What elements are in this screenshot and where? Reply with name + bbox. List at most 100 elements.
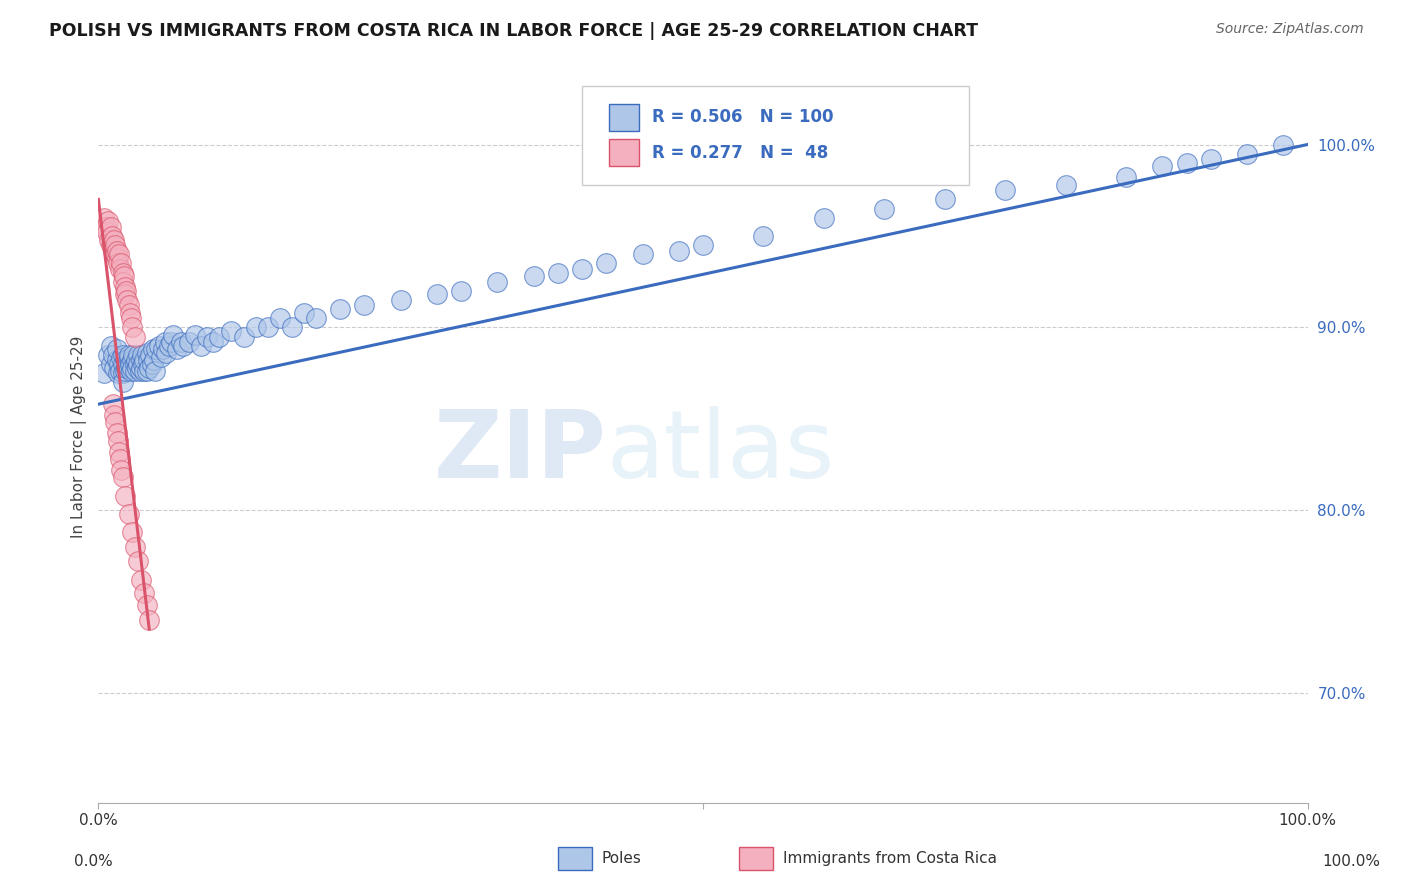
Point [108, 357, 131, 371]
Point [107, 256, 129, 270]
Point [121, 525, 143, 540]
Point [115, 360, 138, 375]
Point [100, 357, 122, 371]
Point [108, 261, 131, 276]
Point [1115, 170, 1137, 185]
Point [934, 192, 956, 206]
Point [329, 301, 352, 316]
Point [1054, 178, 1077, 192]
Point [114, 489, 136, 503]
Point [111, 366, 134, 380]
Point [202, 334, 225, 349]
Text: Poles: Poles [602, 851, 641, 866]
Point [108, 364, 131, 378]
Point [1272, 137, 1295, 152]
Point [353, 298, 375, 312]
Text: atlas: atlas [606, 406, 835, 498]
Point [155, 346, 177, 360]
Point [118, 360, 141, 375]
Point [101, 244, 124, 258]
Point [93, 366, 115, 380]
Point [120, 364, 142, 378]
Point [256, 320, 278, 334]
Point [107, 434, 129, 448]
Point [135, 346, 157, 360]
Point [129, 360, 152, 375]
Point [450, 284, 472, 298]
Point [103, 233, 125, 247]
Point [125, 353, 148, 368]
Point [128, 364, 150, 378]
Point [994, 183, 1017, 197]
Point [105, 426, 128, 441]
Text: R = 0.277   N =  48: R = 0.277 N = 48 [652, 144, 828, 161]
Text: R = 0.506   N = 100: R = 0.506 N = 100 [652, 109, 834, 127]
Point [132, 357, 155, 371]
Point [145, 343, 167, 357]
Point [124, 364, 146, 378]
Point [190, 338, 212, 352]
FancyBboxPatch shape [582, 86, 969, 185]
Point [104, 238, 127, 252]
Point [221, 324, 243, 338]
Point [160, 334, 183, 349]
Point [121, 353, 143, 368]
Point [150, 350, 173, 364]
Text: ZIP: ZIP [433, 406, 606, 498]
FancyBboxPatch shape [558, 847, 592, 870]
Point [118, 507, 141, 521]
Point [114, 287, 136, 301]
Point [172, 338, 194, 352]
Point [1236, 146, 1258, 161]
Point [426, 287, 449, 301]
Point [148, 338, 170, 352]
Point [118, 357, 141, 371]
Point [111, 375, 134, 389]
Point [97, 214, 120, 228]
Point [134, 585, 156, 599]
Point [100, 338, 122, 352]
Point [120, 311, 142, 326]
Point [114, 353, 136, 368]
Point [127, 554, 149, 568]
Point [232, 329, 254, 343]
Text: Immigrants from Costa Rica: Immigrants from Costa Rica [783, 851, 997, 866]
Point [127, 360, 149, 375]
Point [94, 219, 117, 234]
Point [692, 238, 714, 252]
FancyBboxPatch shape [609, 103, 638, 131]
Point [143, 364, 166, 378]
Point [108, 452, 131, 467]
FancyBboxPatch shape [740, 847, 773, 870]
Point [134, 364, 156, 378]
Point [93, 211, 115, 225]
Point [169, 334, 191, 349]
Point [595, 256, 617, 270]
Point [571, 261, 593, 276]
Point [122, 348, 145, 362]
Point [121, 360, 143, 375]
Point [104, 247, 127, 261]
Point [103, 408, 125, 422]
Point [100, 238, 122, 252]
Text: 0.0%: 0.0% [75, 854, 112, 869]
Point [110, 256, 132, 270]
Point [118, 348, 141, 362]
Point [135, 599, 157, 613]
Point [101, 397, 124, 411]
Point [523, 269, 546, 284]
Point [111, 470, 134, 484]
Point [131, 348, 153, 362]
Point [136, 353, 159, 368]
Point [124, 329, 146, 343]
Point [138, 613, 160, 627]
Point [245, 320, 267, 334]
Point [129, 353, 152, 368]
Point [129, 573, 152, 587]
Point [141, 357, 163, 371]
Point [134, 353, 156, 368]
Point [143, 353, 166, 368]
Point [105, 251, 128, 265]
Point [1175, 155, 1198, 169]
Point [118, 306, 141, 320]
